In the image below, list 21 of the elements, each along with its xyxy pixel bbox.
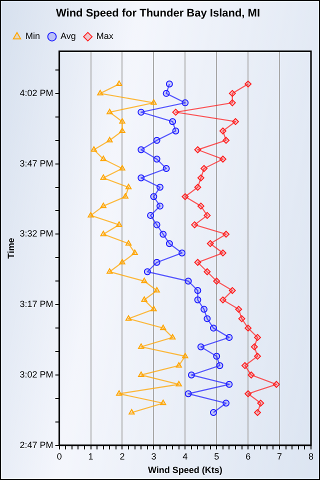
x-tick-label: 3 [151, 451, 156, 462]
x-tick-label: 6 [246, 451, 251, 462]
chart-title: Wind Speed for Thunder Bay Island, MI [56, 8, 260, 20]
legend-label: Min [26, 31, 40, 42]
x-tick-label: 1 [88, 451, 94, 462]
x-tick-label: 4 [182, 451, 188, 462]
y-tick-label: 3:32 PM [20, 228, 54, 239]
x-axis-title: Wind Speed (Kts) [148, 465, 222, 476]
legend-label: Max [96, 31, 114, 42]
x-tick-label: 7 [277, 451, 282, 462]
y-tick-label: 3:47 PM [20, 158, 54, 168]
y-tick-label: 3:02 PM [20, 369, 54, 380]
y-tick-label: 4:02 PM [20, 88, 54, 98]
x-tick-label: 8 [308, 451, 314, 462]
y-tick-label: 2:47 PM [20, 440, 54, 450]
x-tick-label: 2 [120, 451, 125, 462]
x-tick-label: 0 [56, 451, 62, 462]
y-tick-label: 3:17 PM [20, 299, 54, 310]
y-axis-title: Time [6, 238, 16, 259]
x-tick-label: 5 [214, 451, 220, 462]
legend-label: Avg [60, 31, 76, 42]
